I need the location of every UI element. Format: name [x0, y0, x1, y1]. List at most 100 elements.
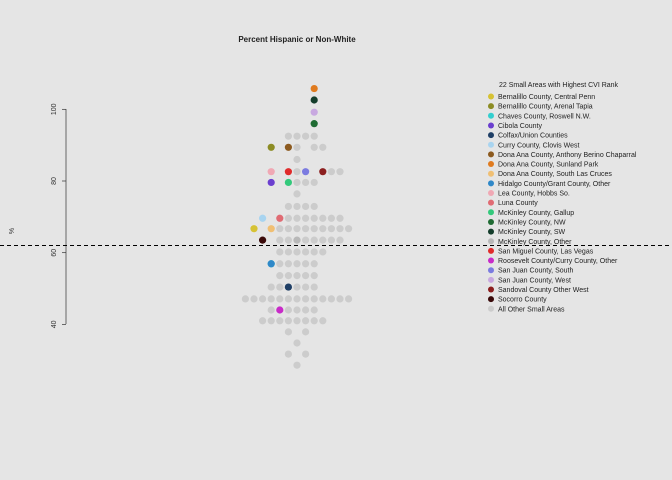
- point-other: [267, 283, 275, 291]
- point-other: [310, 132, 318, 140]
- point-other: [302, 225, 310, 233]
- point-other: [310, 248, 318, 256]
- legend-key: [488, 151, 494, 158]
- point-other: [293, 155, 301, 164]
- point-other: [284, 214, 292, 222]
- point-highlighted: [267, 260, 275, 268]
- legend-entry: Lea County, Hobbs So.: [498, 191, 570, 198]
- legend-key: [488, 209, 494, 216]
- point-other: [259, 317, 267, 325]
- point-other: [302, 272, 310, 280]
- point-other: [293, 339, 301, 347]
- point-other: [284, 202, 292, 211]
- point-other: [284, 317, 292, 325]
- legend-entry: Hidalgo County/Grant County, Other: [498, 181, 611, 188]
- point-other: [319, 214, 327, 222]
- legend-key: [488, 190, 494, 196]
- point-other: [336, 236, 344, 244]
- legend-entry: McKinley County, Other: [498, 239, 572, 246]
- point-other: [267, 295, 275, 303]
- point-other: [284, 236, 292, 244]
- point-other: [293, 283, 301, 291]
- point-highlighted: [267, 225, 275, 233]
- point-other: [302, 132, 310, 140]
- point-highlighted: [276, 306, 284, 314]
- point-other: [276, 260, 284, 268]
- legend-key: [488, 218, 494, 225]
- point-other: [319, 295, 327, 303]
- point-highlighted: [259, 236, 267, 244]
- legend-key: [488, 247, 494, 254]
- point-other: [284, 248, 292, 256]
- point-other: [310, 143, 318, 151]
- point-highlighted: [276, 214, 284, 222]
- point-other: [319, 317, 327, 325]
- legend-key: [488, 161, 494, 168]
- point-highlighted: [284, 178, 292, 187]
- point-other: [293, 214, 301, 222]
- legend-entry: Dona Ana County, Sunland Park: [498, 162, 599, 169]
- legend-items: Bernalillo County, Central Penn Bernalill…: [488, 93, 637, 313]
- y-axis: 40 60 80 100 %: [9, 103, 67, 328]
- point-other: [302, 306, 310, 314]
- point-other: [319, 248, 327, 256]
- legend-key: [488, 122, 494, 129]
- point-other: [310, 272, 318, 280]
- legend-key: [488, 141, 494, 148]
- legend-entry: San Juan County, South: [498, 268, 573, 275]
- point-other: [284, 225, 292, 233]
- point-other: [284, 306, 292, 314]
- point-other: [327, 168, 335, 176]
- legend-key: [488, 199, 494, 206]
- y-axis-label: %: [9, 228, 16, 234]
- point-highlighted: [293, 236, 301, 244]
- point-other: [293, 178, 301, 187]
- point-other: [284, 295, 292, 303]
- point-other: [310, 202, 318, 211]
- legend-key: [488, 132, 494, 139]
- legend: 22 Small Areas with Highest CVI Rank Ber…: [488, 82, 637, 313]
- point-other: [293, 272, 301, 280]
- legend-entry: Dona Ana County, South Las Cruces: [498, 171, 612, 178]
- point-other: [302, 178, 310, 187]
- legend-entry: Socorro County: [498, 297, 547, 304]
- point-highlighted: [267, 168, 275, 176]
- point-other: [293, 306, 301, 314]
- point-other: [241, 295, 249, 303]
- point-other: [276, 272, 284, 280]
- point-highlighted: [310, 96, 318, 104]
- point-highlighted: [284, 168, 292, 176]
- point-other: [327, 295, 335, 303]
- legend-key: [488, 103, 494, 110]
- point-highlighted: [310, 120, 318, 128]
- legend-entry: McKinley County, NW: [498, 219, 566, 226]
- point-other: [302, 350, 310, 358]
- legend-entry: San Juan County, West: [498, 277, 571, 284]
- legend-key: [488, 112, 494, 119]
- point-other: [310, 306, 318, 314]
- point-other: [302, 202, 310, 211]
- point-other: [276, 248, 284, 256]
- point-other: [302, 328, 310, 336]
- legend-entry: Curry County, Clovis West: [498, 142, 579, 149]
- legend-entry: Chaves County, Roswell N.W.: [498, 113, 591, 120]
- legend-entry: Bernalillo County, Central Penn: [498, 94, 595, 101]
- point-other: [310, 317, 318, 325]
- legend-key: [488, 257, 494, 264]
- legend-entry: Bernalillo County, Arenal Tapia: [498, 104, 593, 111]
- point-other: [319, 143, 327, 151]
- legend-entry: Dona Ana County, Anthony Berino Chaparra…: [498, 152, 637, 159]
- legend-key: [488, 170, 494, 177]
- point-other: [293, 143, 301, 151]
- legend-entry: McKinley County, SW: [498, 229, 566, 236]
- y-tick-label: 40: [51, 320, 58, 328]
- point-other: [302, 295, 310, 303]
- legend-key: [488, 276, 494, 283]
- point-highlighted: [267, 143, 275, 151]
- point-other: [345, 295, 353, 303]
- point-other: [310, 283, 318, 291]
- y-tick-label: 80: [51, 177, 58, 185]
- point-other: [284, 272, 292, 280]
- legend-key: [488, 267, 494, 274]
